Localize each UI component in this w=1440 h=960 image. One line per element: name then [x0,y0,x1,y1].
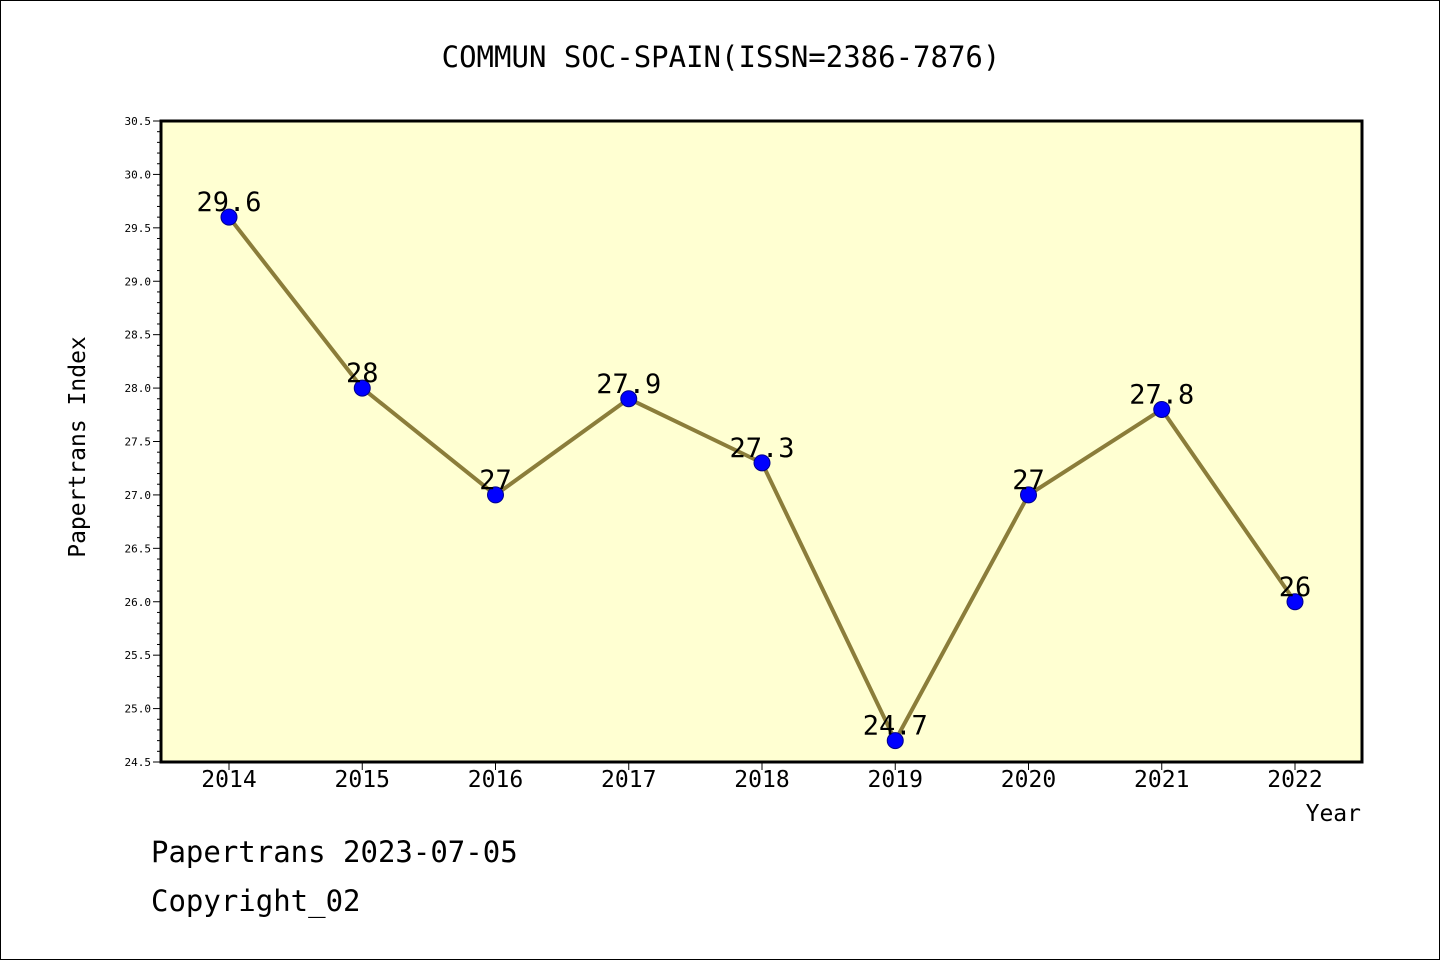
data-point-label: 27.9 [596,369,661,400]
x-tick-label: 2020 [1001,767,1056,793]
x-tick-label: 2015 [335,767,390,793]
x-axis: 2014 2015 2016 2017 2018 2019 2020 2021 2022 [201,762,1323,793]
y-tick-label: 25.0 [125,703,152,716]
x-tick-label: 2021 [1134,767,1189,793]
data-markers [220,208,1304,750]
y-tick-label: 28.0 [125,382,152,395]
y-axis-label: Papertrans Index [65,336,91,558]
data-point-marker [620,390,638,408]
footer-date-text: Papertrans 2023-07-05 [151,835,518,869]
y-tick-label: 27.5 [125,436,152,449]
data-labels: 29.6 28 27 27.9 27.3 24.7 27 27.8 26 [196,187,1311,741]
data-point-label: 27 [1012,465,1045,496]
y-tick-label: 30.0 [125,168,152,181]
y-tick-label: 26.0 [125,596,152,609]
data-point-marker [353,379,371,397]
y-axis: 24.5 25.0 25.5 26.0 26.5 27.0 27.5 28.0 28.5 29.0… [125,115,162,769]
x-tick-label: 2022 [1267,767,1322,793]
plot-area [159,119,1364,764]
y-tick-label: 26.5 [125,542,152,555]
x-tick-label: 2019 [868,767,923,793]
data-point-marker [886,732,904,750]
x-tick-label: 2016 [468,767,523,793]
data-point-label: 27.8 [1129,379,1194,410]
data-point-label: 27 [479,465,512,496]
data-point-marker [1153,400,1171,418]
y-tick-label: 24.5 [125,756,152,769]
footer-copyright-text: Copyright_02 [151,884,361,918]
x-axis-label: Year [1306,801,1361,827]
y-tick-label: 25.5 [125,649,152,662]
data-point-label: 24.7 [863,711,928,742]
x-tick-label: 2017 [601,767,656,793]
data-point-label: 29.6 [196,187,261,218]
y-tick-label: 29.0 [125,275,152,288]
x-tick-label: 2018 [734,767,789,793]
data-point-marker [1020,486,1037,504]
data-point-label: 26 [1279,572,1312,603]
data-point-marker [753,454,771,472]
chart-title: COMMUN SOC-SPAIN(ISSN=2386-7876) [442,40,1001,74]
data-point-label: 28 [346,358,379,389]
data-point-marker [220,208,238,226]
data-point-marker [487,486,504,504]
data-point-marker [1286,593,1304,611]
data-point-label: 27.3 [729,433,794,464]
y-tick-label: 30.5 [125,115,152,128]
y-tick-label: 29.5 [125,222,152,235]
x-tick-label: 2014 [201,767,256,793]
y-tick-label: 28.5 [125,329,152,342]
y-tick-label: 27.0 [125,489,152,502]
